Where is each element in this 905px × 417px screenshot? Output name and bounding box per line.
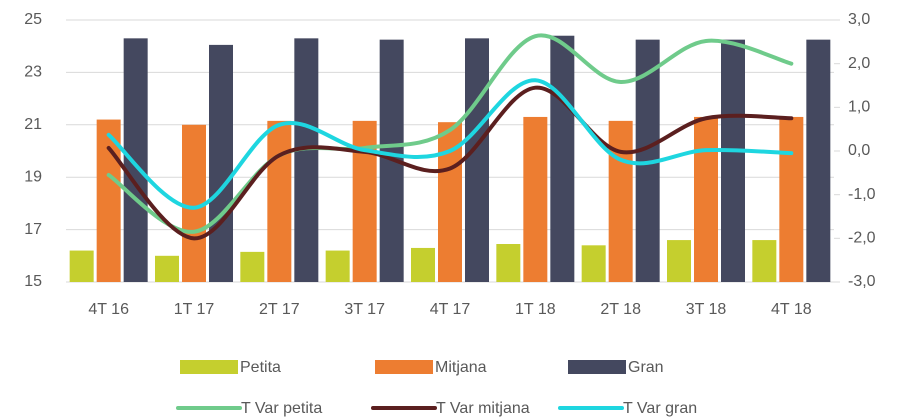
y-tick-label: 17 [24, 221, 42, 238]
y2-tick-label: -2,0 [848, 230, 876, 247]
bar [465, 38, 489, 283]
bar [209, 44, 233, 282]
legend-label: Mitjana [435, 359, 487, 376]
bar [581, 245, 606, 282]
legend-label: T Var gran [623, 400, 697, 417]
legend-label: Gran [628, 359, 664, 376]
y2-tick-label: 3,0 [848, 11, 870, 28]
bar [155, 255, 179, 282]
legend-label: T Var petita [241, 400, 322, 417]
bar [325, 250, 350, 282]
bar [608, 120, 633, 283]
y-tick-label: 25 [24, 11, 42, 28]
y2-tick-label: 0,0 [848, 142, 870, 159]
line [106, 33, 794, 234]
y2-tick-label: -3,0 [848, 273, 876, 290]
legend-label: Petita [240, 359, 281, 376]
bar [69, 250, 94, 282]
legend-swatch [375, 360, 433, 374]
x-tick-label: 4T 16 [88, 301, 129, 318]
x-tick-label: 4T 18 [771, 301, 812, 318]
bar [294, 38, 319, 283]
bar [496, 244, 521, 282]
bar [123, 38, 148, 283]
bar [667, 240, 691, 282]
bar [411, 247, 435, 282]
x-tick-label: 2T 17 [259, 301, 300, 318]
y-tick-label: 19 [24, 168, 42, 185]
y2-tick-label: 2,0 [848, 55, 870, 72]
bar [721, 39, 745, 283]
legend-label: T Var mitjana [436, 400, 530, 417]
y2-tick-label: 1,0 [848, 99, 870, 116]
legend-swatch [180, 360, 238, 374]
bar [523, 116, 548, 282]
y-tick-label: 15 [24, 273, 42, 290]
y-tick-label: 21 [24, 116, 42, 133]
bar [806, 39, 831, 283]
x-tick-label: 1T 18 [515, 301, 556, 318]
line [106, 85, 794, 241]
line [106, 78, 794, 210]
bar [752, 240, 777, 282]
x-tick-label: 3T 18 [686, 301, 727, 318]
x-tick-label: 4T 17 [430, 301, 471, 318]
bar [694, 116, 718, 282]
x-tick-label: 3T 17 [344, 301, 385, 318]
x-tick-label: 2T 18 [600, 301, 641, 318]
bar [267, 120, 292, 283]
bar [550, 35, 575, 282]
bar [240, 251, 265, 282]
legend-swatch [568, 360, 626, 374]
y2-tick-label: -1,0 [848, 186, 876, 203]
bar [779, 116, 804, 282]
y-tick-label: 23 [24, 64, 42, 81]
x-tick-label: 1T 17 [174, 301, 215, 318]
